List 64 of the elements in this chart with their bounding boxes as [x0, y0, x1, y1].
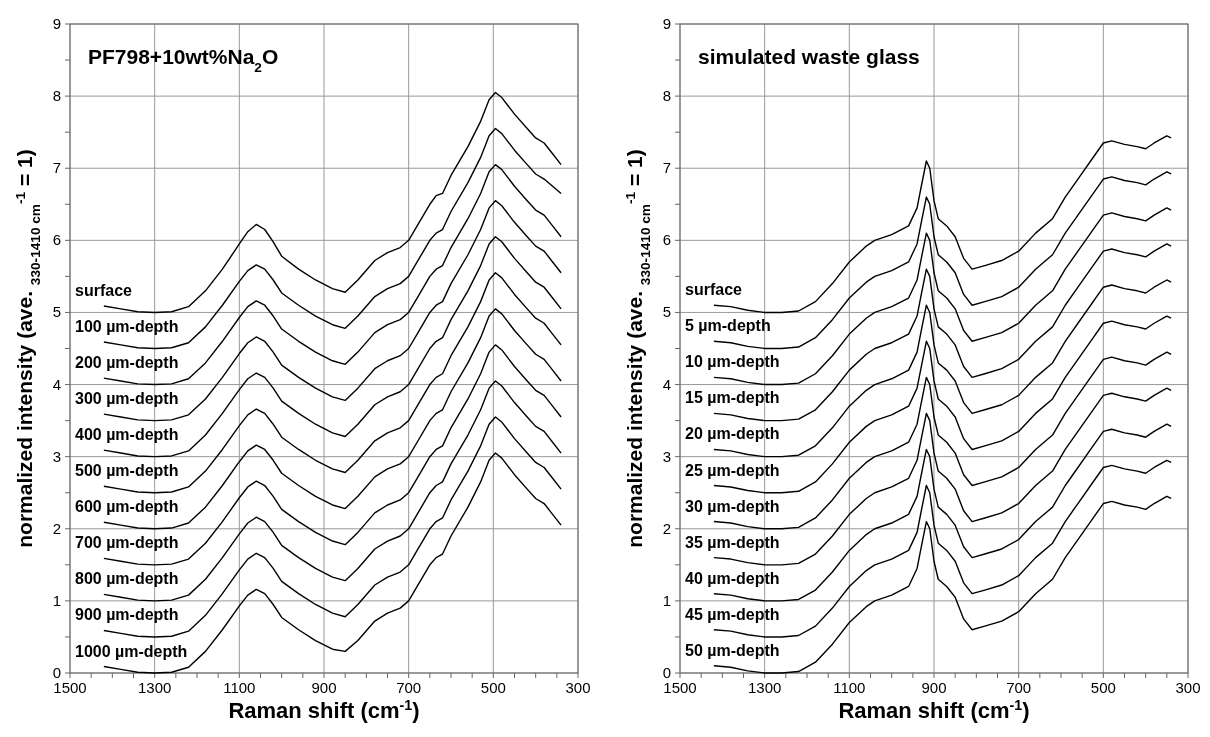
- y-tick-label: 5: [52, 303, 61, 321]
- y-tick-label: 4: [52, 375, 61, 393]
- series-label: 15 µm-depth: [685, 389, 780, 407]
- x-tick-label: 500: [480, 679, 506, 696]
- x-axis-title: Raman shift (cm$^{-1}$): [228, 697, 420, 723]
- x-tick-label: 700: [396, 679, 422, 696]
- x-tick-label: 1100: [833, 679, 866, 696]
- series-label: 400 µm-depth: [75, 426, 179, 444]
- y-tick-label: 7: [662, 159, 671, 177]
- x-tick-label: 300: [565, 679, 591, 696]
- text: PF798+10wt%Na$_{2}$O: [88, 45, 279, 75]
- y-tick-label: 2: [662, 519, 671, 537]
- x-tick-label: 1500: [53, 679, 87, 696]
- y-tick-label: 2: [52, 519, 61, 537]
- y-tick-label: 0: [662, 664, 671, 681]
- x-tick-label: 1500: [663, 679, 697, 696]
- series-label: 40 µm-depth: [685, 569, 780, 587]
- series-label: 900 µm-depth: [75, 606, 179, 624]
- series-label: 30 µm-depth: [685, 497, 780, 515]
- series-label: 1000 µm-depth: [75, 642, 188, 660]
- x-tick-label: 300: [1175, 679, 1201, 696]
- y-tick-label: 8: [52, 87, 61, 105]
- y-tick-label: 4: [662, 375, 671, 393]
- y-tick-label: 0: [52, 664, 61, 681]
- y-tick-label: 1: [52, 591, 61, 609]
- series-label: 45 µm-depth: [685, 605, 780, 623]
- y-tick-label: 8: [662, 87, 671, 105]
- line-series: [103, 380, 562, 602]
- y-tick-label: 9: [662, 15, 671, 32]
- x-tick-label: 500: [1090, 679, 1116, 696]
- x-tick-label: 1100: [223, 679, 256, 696]
- y-tick-label: 3: [52, 447, 61, 465]
- series-label: surface: [685, 281, 743, 299]
- series-label: 600 µm-depth: [75, 498, 179, 516]
- x-tick-label: 1300: [747, 679, 782, 696]
- y-tick-label: 5: [662, 303, 671, 321]
- series-label: 25 µm-depth: [685, 461, 780, 479]
- series-label: 200 µm-depth: [75, 354, 179, 372]
- x-tick-label: 900: [311, 679, 337, 696]
- line-series: [103, 344, 562, 566]
- y-tick-label: 6: [52, 231, 61, 249]
- line-series: [103, 308, 562, 530]
- series-label: 800 µm-depth: [75, 570, 179, 588]
- y-tick-label: 1: [662, 591, 671, 609]
- series-label: 5 µm-depth: [685, 317, 771, 335]
- line-series: [103, 416, 562, 638]
- series-label: 10 µm-depth: [685, 353, 780, 371]
- series-label: 500 µm-depth: [75, 462, 179, 480]
- series-label: 700 µm-depth: [75, 534, 179, 552]
- series-label: 20 µm-depth: [685, 425, 780, 443]
- series-label: 50 µm-depth: [685, 641, 780, 659]
- x-tick-label: 900: [921, 679, 947, 696]
- y-tick-label: 9: [52, 15, 61, 32]
- series-label: 300 µm-depth: [75, 390, 179, 408]
- text: simulated waste glass: [698, 45, 920, 68]
- x-axis-title: Raman shift (cm$^{-1}$): [838, 697, 1030, 723]
- y-tick-label: 3: [662, 447, 671, 465]
- y-tick-label: 7: [52, 159, 61, 177]
- y-tick-label: 6: [662, 231, 671, 249]
- series-label: 100 µm-depth: [75, 318, 179, 336]
- series-label: 35 µm-depth: [685, 533, 780, 551]
- x-tick-label: 700: [1006, 679, 1032, 696]
- series-label: surface: [75, 281, 133, 299]
- x-tick-label: 1300: [137, 679, 172, 696]
